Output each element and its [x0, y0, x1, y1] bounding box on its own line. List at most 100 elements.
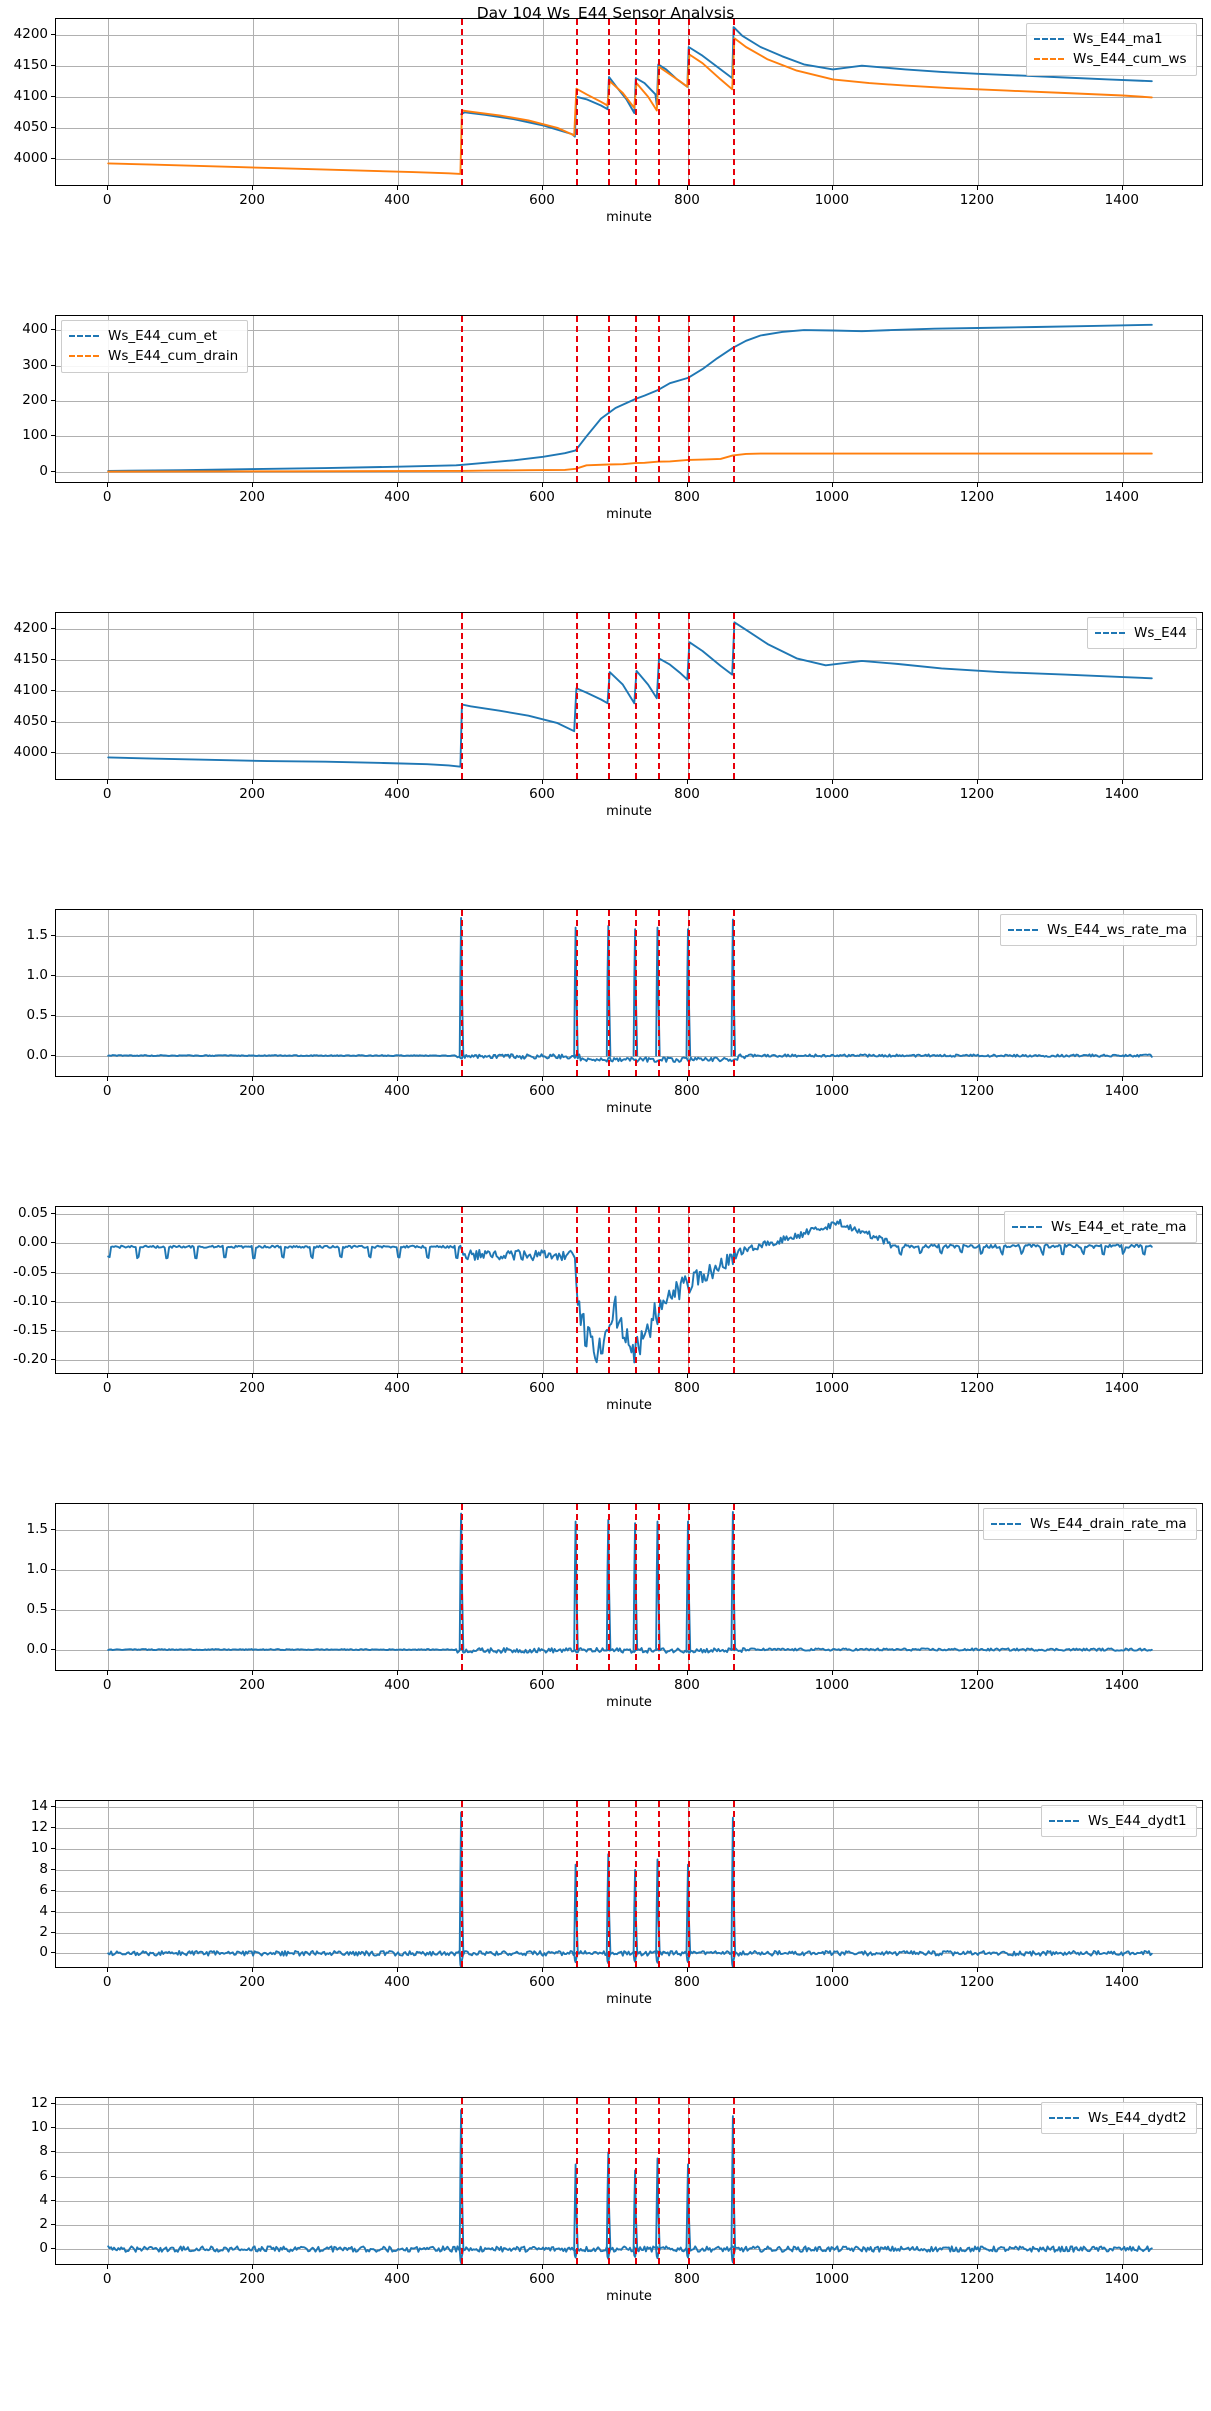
grid-line-vertical [108, 910, 110, 1076]
x-axis-tick-label: 1200 [959, 1083, 995, 1099]
y-axis-tick-mark [51, 1271, 55, 1273]
grid-line-horizontal [56, 2176, 1202, 2178]
grid-line-vertical [977, 19, 979, 185]
legend-label: Ws_E44_dydt2 [1088, 2110, 1187, 2126]
x-axis-tick-mark [1121, 1671, 1123, 1675]
x-axis-tick-mark [397, 483, 399, 487]
event-vline [461, 2098, 464, 2264]
legend-panel-6[interactable]: Ws_E44_drain_rate_ma [983, 1508, 1197, 1541]
x-axis-tick-label: 0 [102, 489, 112, 505]
event-vline [461, 1207, 464, 1373]
grid-line-horizontal [56, 1911, 1202, 1913]
grid-line-horizontal [56, 1569, 1202, 1571]
event-vline [635, 613, 638, 779]
x-axis-tick-mark [252, 1671, 254, 1675]
grid-line-vertical [1122, 1801, 1124, 1967]
x-axis-tick-label: 200 [239, 786, 265, 802]
grid-line-horizontal [56, 65, 1202, 67]
legend-dash-icon [1012, 1226, 1042, 1229]
x-axis-tick-label: 1400 [1104, 192, 1139, 208]
grid-line-horizontal [56, 1301, 1202, 1303]
x-axis-tick-mark [397, 186, 399, 190]
y-axis-tick-label: 0.5 [26, 1006, 48, 1023]
y-axis-tick-mark [51, 1910, 55, 1912]
grid-line-vertical [832, 1207, 834, 1373]
event-vline [608, 316, 611, 482]
grid-line-vertical [543, 1801, 544, 1967]
grid-line-vertical [977, 1801, 979, 1967]
grid-line-vertical [398, 1207, 400, 1373]
legend-panel-4[interactable]: Ws_E44_ws_rate_ma [1000, 914, 1198, 947]
event-vline [575, 1504, 578, 1670]
x-axis-tick-label: 0 [102, 1380, 112, 1396]
y-axis-tick-label: -0.15 [13, 1322, 48, 1339]
legend-dash-icon [69, 335, 99, 338]
x-axis-tick-mark [107, 1374, 109, 1378]
x-axis-tick-label: 0 [102, 192, 112, 208]
y-axis-tick-label: 1.0 [26, 1560, 48, 1577]
x-axis-tick-label: 200 [239, 192, 265, 208]
grid-line-horizontal [56, 2224, 1202, 2226]
y-axis-tick-label: 4100 [13, 87, 48, 104]
x-axis-tick-label: 1400 [1104, 1677, 1139, 1693]
series-layer-7 [107, 1811, 1153, 1967]
y-axis-tick-label: -0.05 [13, 1263, 48, 1280]
y-axis-tick-mark [51, 1848, 55, 1849]
x-axis-tick-mark [107, 483, 109, 487]
legend-label: Ws_E44_ma1 [1073, 31, 1163, 47]
grid-line-vertical [1122, 613, 1124, 779]
grid-line-horizontal [56, 2104, 1202, 2105]
y-axis-tick-label: 14 [30, 1798, 48, 1815]
event-vline [688, 2098, 690, 2264]
event-vline [688, 1207, 690, 1373]
grid-line-horizontal [56, 1360, 1202, 1362]
y-axis-tick-label: 1.0 [26, 966, 48, 983]
grid-line-horizontal [56, 1869, 1202, 1871]
grid-line-horizontal [56, 1828, 1202, 1830]
y-axis-tick-mark [51, 1300, 55, 1302]
x-axis-tick-mark [831, 780, 833, 784]
y-axis-tick-mark [51, 329, 55, 331]
x-axis-tick-mark [1121, 1374, 1123, 1378]
grid-line-horizontal [56, 721, 1202, 723]
legend-panel-7[interactable]: Ws_E44_dydt1 [1041, 1805, 1197, 1838]
y-axis-tick-mark [51, 2223, 55, 2225]
y-axis-tick-label: 1.5 [26, 926, 48, 943]
event-vline [461, 613, 464, 779]
grid-line-vertical [108, 613, 110, 779]
legend-panel-2[interactable]: Ws_E44_cum_et Ws_E44_cum_drain [61, 320, 249, 373]
x-axis-tick-mark [1121, 780, 1123, 784]
grid-line-vertical [253, 1207, 255, 1373]
x-axis-tick-mark [1121, 1077, 1123, 1081]
event-vline [635, 1504, 638, 1670]
y-axis-tick-label: 2 [39, 1923, 48, 1940]
legend-dash-icon [1008, 929, 1038, 932]
grid-line-horizontal [56, 1932, 1202, 1934]
event-vline [635, 1207, 638, 1373]
legend-panel-8[interactable]: Ws_E44_dydt2 [1041, 2102, 1197, 2135]
series-layer-8 [107, 2109, 1153, 2264]
legend-panel-1[interactable]: Ws_E44_ma1 Ws_E44_cum_ws [1026, 23, 1197, 76]
grid-line-horizontal [56, 34, 1202, 36]
x-axis-tick-mark [252, 483, 254, 487]
legend-panel-3[interactable]: Ws_E44 [1087, 617, 1197, 650]
grid-line-vertical [108, 1207, 110, 1373]
legend-panel-5[interactable]: Ws_E44_et_rate_ma [1004, 1211, 1197, 1244]
y-axis-tick-mark [51, 2175, 55, 2177]
event-vline [608, 1207, 611, 1373]
grid-line-vertical [398, 1801, 400, 1967]
event-vline [461, 1801, 464, 1967]
x-axis-tick-label: 1200 [959, 786, 995, 802]
legend-entry: Ws_E44 [1095, 623, 1187, 643]
y-axis-tick-mark [51, 627, 55, 629]
grid-line-horizontal [56, 436, 1202, 438]
grid-line-vertical [108, 1801, 110, 1967]
x-axis-tick-mark [397, 1077, 399, 1081]
y-axis-tick-mark [51, 1868, 55, 1870]
event-vline [688, 316, 690, 482]
x-axis-tick-mark [542, 1968, 543, 1972]
event-vline [635, 910, 638, 1076]
x-axis-tick-mark [252, 1374, 254, 1378]
series-layer-5 [107, 1218, 1153, 1364]
event-vline [575, 1801, 578, 1967]
